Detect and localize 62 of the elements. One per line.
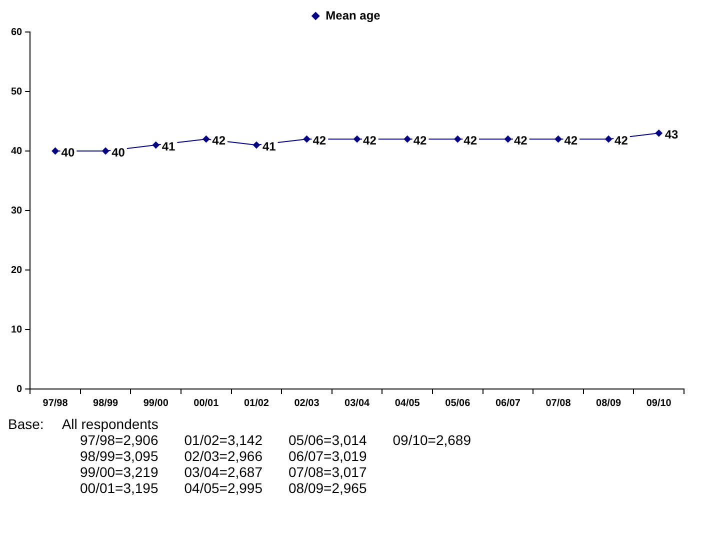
text: All respondents [62,416,158,432]
point [303,136,310,143]
x-tick-label: 98/99 [93,398,119,409]
point [404,136,411,143]
data-label: 42 [464,133,478,148]
data-label: 42 [312,133,326,148]
text: 09/10=2,689 [392,432,471,448]
y-tick-label: 30 [11,205,23,216]
data-label: 41 [262,139,276,154]
x-tick-label: 08/09 [596,398,622,409]
x-tick-label: 04/05 [394,398,420,409]
y-tick-label: 20 [11,264,23,276]
x-tick-label: 00/01 [194,398,220,409]
text: 03/04=2,687 [184,464,262,480]
x-tick-label: 05/06 [445,398,471,409]
text: 07/08=3,017 [288,464,367,480]
text: 01/02=3,142 [184,432,262,448]
data-label: 40 [112,145,126,160]
point [52,148,59,154]
text: 04/05=2,995 [184,480,262,496]
text: 99/00=3,219 [80,464,158,480]
text: 06/07=3,019 [288,448,367,464]
point [655,130,662,137]
x-tick-label: 07/08 [546,398,572,409]
data-label: 42 [363,133,377,148]
point [102,148,110,154]
point [605,136,612,143]
point [454,136,462,143]
y-tick-label: 50 [11,86,23,98]
data-label: 42 [514,133,528,148]
data-label: 42 [413,133,428,148]
y-tick-label: 40 [11,146,23,157]
data-label: 43 [664,127,679,142]
x-tick-label: 02/03 [294,398,320,409]
legend-label: Mean age [326,8,381,22]
x-tick-label: 03/04 [344,398,370,409]
x-tick-label: 01/02 [244,398,270,409]
text: Base: [8,416,44,432]
x-tick-label: 99/00 [143,398,169,409]
point [252,142,260,149]
x-tick-label: 09/10 [646,398,672,409]
data-label: 42 [212,133,226,148]
y-tick-label: 10 [11,324,23,336]
y-tick-label: 60 [11,26,23,38]
x-tick-label: 97/98 [42,398,68,409]
point [354,136,361,143]
x-tick-label: 06/07 [495,398,521,409]
text: 08/09=2,965 [288,480,367,496]
data-label: 42 [564,133,578,148]
point [554,136,562,143]
y-tick-label: 0 [16,384,23,395]
text: 02/03=2,966 [184,448,262,464]
data-label: 41 [162,139,176,154]
text: 98/99=3,095 [80,448,158,464]
point [152,142,160,149]
text: 00/01=3,195 [80,480,158,496]
text: 97/98=2,906 [80,432,158,448]
data-label: 42 [614,133,628,148]
point [504,136,512,143]
point [202,136,210,143]
data-label: 40 [61,145,75,160]
text: 05/06=3,014 [288,432,367,448]
